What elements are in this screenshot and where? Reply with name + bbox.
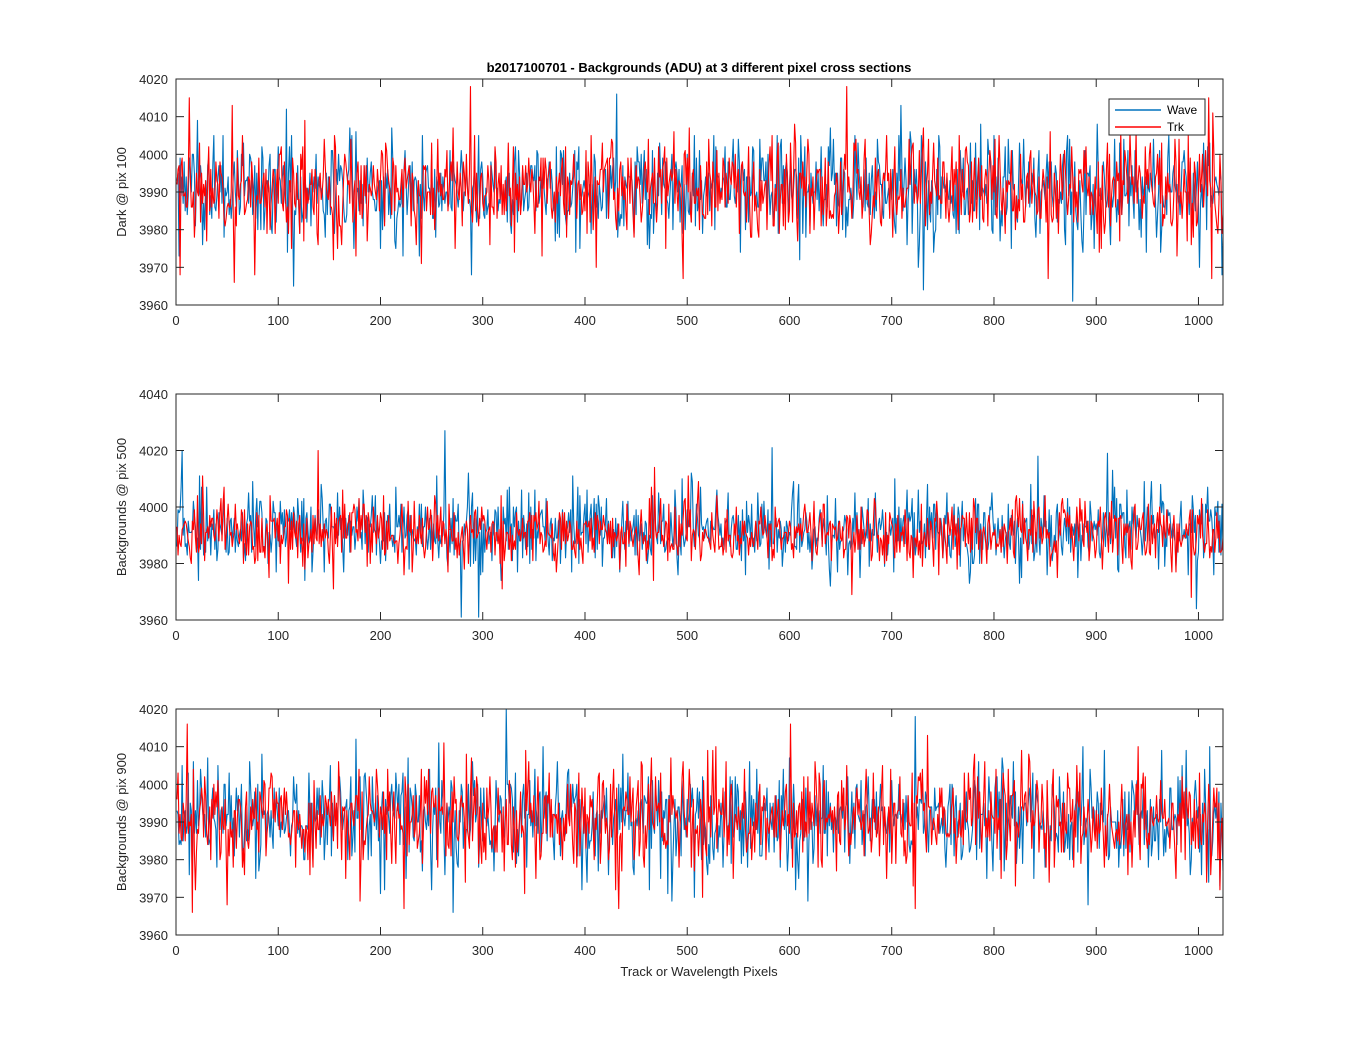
series-line-trk xyxy=(176,723,1223,913)
x-tick-label: 900 xyxy=(1085,313,1107,328)
y-axis-label: Dark @ pix 100 xyxy=(114,147,129,237)
subplots: 0 100 200 300 400 500 600 700 800 900 100039603970… xyxy=(114,72,1224,958)
legend-box xyxy=(1108,98,1206,136)
x-tick-label: 900 xyxy=(1085,943,1107,958)
y-tick-label: 3990 xyxy=(139,815,168,830)
x-tick-label: 700 xyxy=(881,943,903,958)
x-tick-label: 1000 xyxy=(1184,628,1213,643)
y-tick-label: 4040 xyxy=(139,387,168,402)
x-tick-label: 100 xyxy=(267,313,289,328)
x-tick-label: 0 xyxy=(172,628,179,643)
y-tick-label: 3990 xyxy=(139,185,168,200)
y-tick-label: 4020 xyxy=(139,72,168,87)
y-tick-label: 4000 xyxy=(139,147,168,162)
x-tick-label: 100 xyxy=(267,628,289,643)
y-tick-label: 3960 xyxy=(139,613,168,628)
x-tick-label: 700 xyxy=(881,313,903,328)
x-tick-label: 900 xyxy=(1085,628,1107,643)
y-tick-label: 4020 xyxy=(139,702,168,717)
x-tick-label: 600 xyxy=(779,628,801,643)
x-axis-label: Track or Wavelength Pixels xyxy=(620,964,778,979)
x-tick-label: 100 xyxy=(267,943,289,958)
x-tick-label: 800 xyxy=(983,628,1005,643)
y-tick-label: 4020 xyxy=(139,444,168,459)
y-axis-label: Backgrounds @ pix 900 xyxy=(114,753,129,891)
x-tick-label: 200 xyxy=(370,313,392,328)
y-tick-label: 4010 xyxy=(139,110,168,125)
plot-area xyxy=(176,394,1223,620)
x-tick-label: 500 xyxy=(676,628,698,643)
x-tick-label: 0 xyxy=(172,313,179,328)
y-tick-label: 3970 xyxy=(139,260,168,275)
x-tick-label: 300 xyxy=(472,943,494,958)
x-tick-label: 400 xyxy=(574,943,596,958)
x-tick-label: 200 xyxy=(370,943,392,958)
y-tick-label: 3970 xyxy=(139,890,168,905)
series-group xyxy=(176,430,1223,618)
x-tick-label: 600 xyxy=(779,313,801,328)
x-tick-label: 800 xyxy=(983,943,1005,958)
x-tick-label: 300 xyxy=(472,628,494,643)
y-tick-label: 4010 xyxy=(139,740,168,755)
legend-label-wave: Wave xyxy=(1167,103,1198,117)
x-tick-label: 700 xyxy=(881,628,903,643)
x-tick-label: 300 xyxy=(472,313,494,328)
x-tick-label: 800 xyxy=(983,313,1005,328)
y-tick-label: 4000 xyxy=(139,777,168,792)
figure-title: b2017100701 - Backgrounds (ADU) at 3 dif… xyxy=(487,60,912,75)
x-tick-label: 400 xyxy=(574,313,596,328)
x-tick-label: 400 xyxy=(574,628,596,643)
y-axis-label: Backgrounds @ pix 500 xyxy=(114,438,129,576)
y-tick-label: 3980 xyxy=(139,557,168,572)
x-tick-label: 1000 xyxy=(1184,313,1213,328)
y-tick-label: 3980 xyxy=(139,223,168,238)
legend-label-trk: Trk xyxy=(1167,120,1185,134)
series-group xyxy=(176,709,1223,913)
x-tick-label: 500 xyxy=(676,943,698,958)
y-tick-label: 3960 xyxy=(139,298,168,313)
x-tick-label: 0 xyxy=(172,943,179,958)
x-tick-label: 200 xyxy=(370,628,392,643)
series-line-trk xyxy=(176,449,1223,598)
legend: Wave Trk xyxy=(1108,98,1206,136)
y-tick-label: 4000 xyxy=(139,500,168,515)
series-line-trk xyxy=(176,85,1223,283)
subplot-1: 0 100 200 300 400 500 600 700 800 900 1000 3960 3970… xyxy=(114,72,1224,328)
x-tick-label: 600 xyxy=(779,943,801,958)
x-tick-label: 500 xyxy=(676,313,698,328)
x-tick-label: 1000 xyxy=(1184,943,1213,958)
y-tick-label: 3980 xyxy=(139,853,168,868)
y-tick-label: 3960 xyxy=(139,928,168,943)
subplot-3: 0 100 200 300 400 500 600 700 800 900 1000 3960 3970… xyxy=(114,702,1224,958)
subplot-2: 0 100 200 300 400 500 600 700 800 900 1000 3960 3980… xyxy=(114,387,1224,643)
series-group xyxy=(176,85,1223,302)
